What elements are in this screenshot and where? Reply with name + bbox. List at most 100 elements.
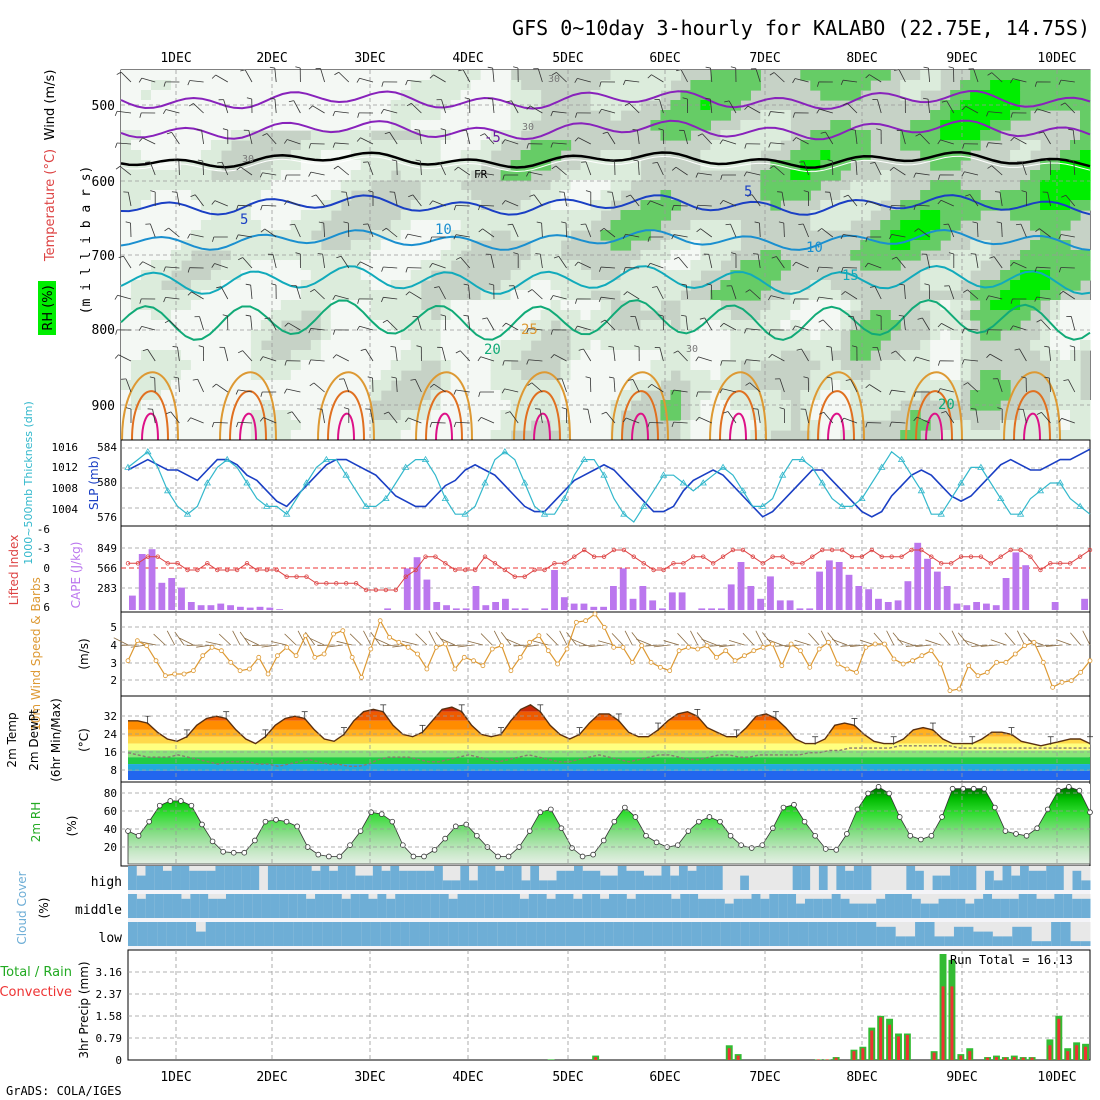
rh-point bbox=[812, 832, 818, 839]
wind-point bbox=[629, 659, 635, 665]
barb-flag bbox=[356, 78, 360, 83]
wind-point bbox=[723, 648, 729, 654]
rh-cell bbox=[590, 310, 602, 321]
barb-shaft bbox=[455, 234, 470, 238]
rh-cell bbox=[121, 200, 132, 211]
rh-cell bbox=[430, 120, 442, 131]
li-point bbox=[1028, 554, 1033, 559]
barb-flag bbox=[289, 223, 295, 226]
rh-cell bbox=[850, 400, 861, 411]
rh-cell bbox=[480, 430, 492, 441]
rh-cell bbox=[170, 370, 182, 381]
level-900: 900 bbox=[92, 399, 115, 414]
dewpt-line bbox=[127, 745, 1090, 768]
rh-cell bbox=[720, 220, 731, 231]
rh-cell bbox=[170, 120, 182, 131]
cape-bar bbox=[158, 582, 166, 610]
barb-shaft bbox=[412, 194, 422, 207]
rh-cell bbox=[390, 360, 402, 371]
cloud-cell-low bbox=[973, 931, 984, 946]
rh-cell bbox=[160, 170, 172, 181]
barb-flag bbox=[647, 262, 651, 268]
rh-cell bbox=[640, 220, 652, 231]
wind-point bbox=[760, 644, 766, 650]
precip-bar-convective bbox=[816, 1059, 820, 1060]
cape-bar bbox=[963, 605, 971, 610]
barb-shaft bbox=[1060, 79, 1075, 83]
wind-barb bbox=[971, 644, 988, 647]
rh-cell bbox=[890, 240, 901, 251]
cloud-empty-high bbox=[871, 866, 881, 890]
barb-flag bbox=[826, 376, 832, 379]
rh-cell bbox=[230, 110, 242, 121]
barb-flag bbox=[550, 329, 553, 335]
barb-shaft bbox=[818, 266, 833, 269]
contour-label-5b: 5 bbox=[744, 184, 752, 200]
barb-shaft bbox=[822, 319, 834, 331]
rh-cell bbox=[950, 140, 961, 151]
rh-cell bbox=[800, 300, 811, 311]
rh-cell bbox=[150, 190, 162, 201]
wind-point bbox=[349, 654, 355, 660]
rh-cell bbox=[190, 110, 202, 121]
rh-cell bbox=[270, 270, 282, 281]
rh-cell bbox=[340, 150, 352, 161]
cloud-cell-high bbox=[853, 866, 864, 890]
rh-cell bbox=[220, 210, 232, 221]
rh-cell bbox=[960, 110, 971, 121]
rh-cell bbox=[560, 200, 572, 211]
rh-point bbox=[188, 802, 195, 809]
rh-cell bbox=[220, 300, 232, 311]
rh-cell bbox=[180, 150, 192, 161]
wind-point bbox=[200, 653, 206, 659]
cloud-cell-low bbox=[866, 922, 877, 946]
rh-cell bbox=[1030, 90, 1041, 101]
rh-cell bbox=[210, 230, 222, 241]
rh-cell bbox=[250, 360, 262, 371]
barb-shaft bbox=[320, 68, 325, 83]
rh-cell bbox=[580, 420, 592, 431]
cloud-cell-low bbox=[497, 922, 508, 946]
rh-cell bbox=[290, 190, 302, 201]
rh-cell bbox=[710, 160, 721, 171]
barb-flag bbox=[464, 97, 470, 100]
wind-barb bbox=[631, 632, 643, 646]
rh-cell bbox=[200, 190, 212, 201]
li-point bbox=[284, 574, 289, 579]
cloud-cell-high bbox=[189, 870, 199, 890]
barb-flag bbox=[796, 348, 802, 351]
wind-barb bbox=[897, 639, 913, 646]
rh-cell bbox=[770, 120, 781, 131]
rh-cell bbox=[660, 200, 672, 211]
barb-flag bbox=[551, 165, 557, 170]
rh-cell bbox=[700, 80, 711, 91]
barb-flag bbox=[115, 329, 118, 335]
barb-shaft bbox=[360, 137, 374, 145]
cloud-cell-middle bbox=[715, 898, 726, 918]
rh-cell bbox=[590, 350, 602, 361]
upper-air-panel: -5 FR 5 5 10 10 15 20 25 20 30 30 30 30 bbox=[114, 66, 1091, 441]
rh-cell bbox=[250, 280, 262, 291]
rh-cell bbox=[960, 90, 971, 101]
barb-shaft bbox=[459, 350, 471, 362]
barb-shaft bbox=[407, 233, 422, 238]
wind-point bbox=[872, 641, 878, 647]
li-point bbox=[859, 554, 865, 559]
rh-cell bbox=[910, 120, 921, 131]
rh-cell bbox=[670, 110, 682, 121]
ylabel-cloud: Cloud Cover bbox=[15, 871, 29, 944]
rh-cell bbox=[1010, 260, 1021, 271]
wind-point bbox=[938, 661, 943, 667]
barb-shaft bbox=[141, 77, 156, 83]
rh-cell bbox=[260, 280, 272, 291]
barb-flag bbox=[743, 171, 747, 177]
cloud-cell-middle bbox=[689, 894, 699, 918]
rh-cell bbox=[210, 280, 222, 291]
barb-flag bbox=[410, 378, 416, 381]
rh-cell bbox=[190, 140, 202, 151]
barb-shaft bbox=[831, 378, 834, 393]
barb-flag bbox=[527, 382, 533, 386]
rh-cell bbox=[700, 90, 711, 101]
barb-flag bbox=[1034, 81, 1037, 87]
li-point bbox=[998, 554, 1003, 559]
